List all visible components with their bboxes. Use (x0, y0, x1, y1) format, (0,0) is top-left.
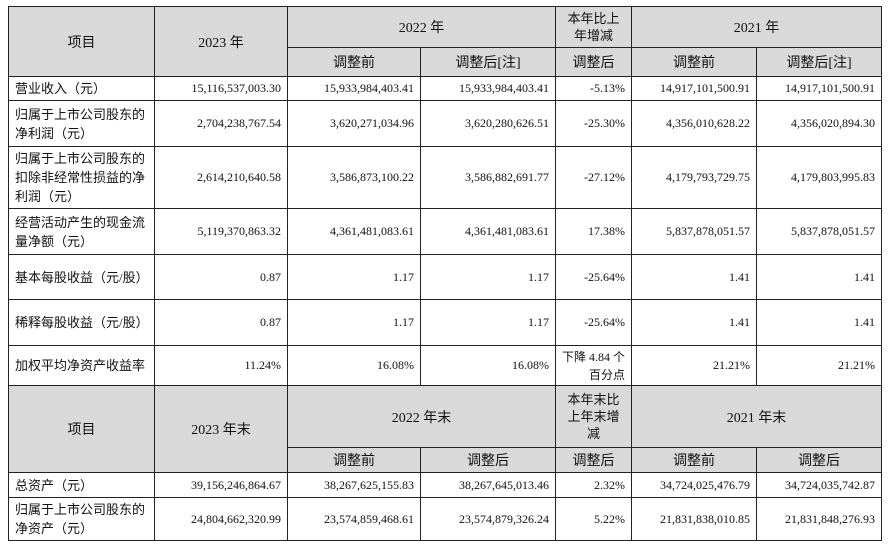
cell-2021-before: 5,837,878,051.57 (631, 208, 757, 255)
cell-2023: 15,116,537,003.30 (154, 76, 288, 101)
cell-2023: 2,704,238,767.54 (154, 100, 288, 147)
header-2023: 2023 年 (154, 6, 288, 77)
cell-2022-before: 38,267,625,155.83 (287, 472, 421, 498)
table-row: 归属于上市公司股东的扣除非经常性损益的净利润（元） 2,614,210,640.… (8, 146, 882, 209)
header-item-2: 项目 (8, 385, 155, 473)
row-label: 加权平均净资产收益率 (8, 345, 155, 386)
cell-change: 5.22% (555, 497, 632, 541)
cell-2021-after: 5,837,878,051.57 (756, 208, 882, 255)
cell-2022-before: 15,933,984,403.41 (287, 76, 421, 101)
row-label: 归属于上市公司股东的净利润（元） (8, 100, 155, 147)
cell-2021-before: 4,179,793,729.75 (631, 146, 757, 209)
cell-2023: 24,804,662,320.99 (154, 497, 288, 541)
cell-2022-after: 15,933,984,403.41 (420, 76, 556, 101)
cell-change: -25.30% (555, 100, 632, 147)
cell-2021-after: 1.41 (756, 254, 882, 300)
header-2022-before: 调整前 (287, 47, 421, 77)
cell-2022-after: 3,586,882,691.77 (420, 146, 556, 209)
cell-2021-before: 21,831,838,010.85 (631, 497, 757, 541)
header-2021-before: 调整前 (631, 47, 757, 77)
cell-2022-after: 23,574,879,326.24 (420, 497, 556, 541)
cell-2023: 0.87 (154, 254, 288, 300)
cell-2023: 2,614,210,640.58 (154, 146, 288, 209)
cell-2022-after: 1.17 (420, 254, 556, 300)
header-2021-end: 2021 年末 (631, 385, 882, 448)
cell-2021-after: 4,356,020,894.30 (756, 100, 882, 147)
cell-2023: 0.87 (154, 299, 288, 346)
header-row-2: 调整前 调整后[注] 调整后 调整前 调整后[注] (9, 47, 882, 77)
cell-change: -5.13% (555, 76, 632, 101)
header-2021-end-after: 调整后 (756, 447, 882, 473)
table-row: 营业收入（元） 15,116,537,003.30 15,933,984,403… (8, 76, 882, 101)
header-row-4: 调整前 调整后 调整后 调整前 调整后 (9, 447, 882, 473)
row-label: 营业收入（元） (8, 76, 155, 101)
cell-change: 2.32% (555, 472, 632, 498)
cell-2021-after: 14,917,101,500.91 (756, 76, 882, 101)
row-label: 基本每股收益（元/股） (8, 254, 155, 300)
cell-2022-after: 3,620,280,626.51 (420, 100, 556, 147)
header-change-end-after: 调整后 (555, 447, 632, 473)
header-item: 项目 (8, 6, 155, 77)
table-row: 总资产（元） 39,156,246,864.67 38,267,625,155.… (8, 472, 882, 498)
cell-2021-before: 21.21% (631, 345, 757, 386)
table-row: 基本每股收益（元/股） 0.87 1.17 1.17 -25.64% 1.41 … (8, 254, 882, 300)
cell-2022-before: 1.17 (287, 299, 421, 346)
cell-2022-before: 23,574,859,468.61 (287, 497, 421, 541)
header-2022-end-before: 调整前 (287, 447, 421, 473)
cell-2021-before: 14,917,101,500.91 (631, 76, 757, 101)
cell-2022-after: 38,267,645,013.46 (420, 472, 556, 498)
header-2022-end-after: 调整后 (420, 447, 556, 473)
row-label: 归属于上市公司股东的净资产（元） (8, 497, 155, 541)
cell-2022-before: 3,620,271,034.96 (287, 100, 421, 147)
table-row: 归属于上市公司股东的净利润（元） 2,704,238,767.54 3,620,… (8, 100, 882, 147)
cell-2021-after: 1.41 (756, 299, 882, 346)
header-change: 本年比上年增减 (555, 6, 632, 48)
row-label: 经营活动产生的现金流量净额（元） (8, 208, 155, 255)
cell-change: -27.12% (555, 146, 632, 209)
cell-2022-after: 1.17 (420, 299, 556, 346)
cell-2022-after: 16.08% (420, 345, 556, 386)
header-change-end: 本年末比上年末增减 (555, 385, 632, 448)
cell-2021-before: 1.41 (631, 254, 757, 300)
table-row: 稀释每股收益（元/股） 0.87 1.17 1.17 -25.64% 1.41 … (8, 299, 882, 346)
cell-2021-before: 1.41 (631, 299, 757, 346)
header-change-after: 调整后 (555, 47, 632, 77)
header-2021-after: 调整后[注] (756, 47, 882, 77)
cell-2023: 5,119,370,863.32 (154, 208, 288, 255)
cell-change: -25.64% (555, 254, 632, 300)
cell-2022-before: 4,361,481,083.61 (287, 208, 421, 255)
table-row: 归属于上市公司股东的净资产（元） 24,804,662,320.99 23,57… (8, 497, 882, 541)
cell-change: -25.64% (555, 299, 632, 346)
financial-summary-table: 项目 2023 年 2022 年 本年比上年增减 2021 年 调整前 调整后[… (8, 6, 882, 541)
header-2021: 2021 年 (631, 6, 882, 48)
cell-2023: 39,156,246,864.67 (154, 472, 288, 498)
cell-2022-before: 16.08% (287, 345, 421, 386)
cell-2021-after: 21.21% (756, 345, 882, 386)
cell-2022-after: 4,361,481,083.61 (420, 208, 556, 255)
row-label: 归属于上市公司股东的扣除非经常性损益的净利润（元） (8, 146, 155, 209)
header-row-1: 项目 2023 年 2022 年 本年比上年增减 2021 年 (8, 6, 882, 77)
cell-2021-before: 34,724,025,476.79 (631, 472, 757, 498)
cell-2021-after: 34,724,035,742.87 (756, 472, 882, 498)
cell-2021-after: 4,179,803,995.83 (756, 146, 882, 209)
header-2021-end-before: 调整前 (631, 447, 757, 473)
header-2022: 2022 年 (287, 6, 556, 48)
cell-2021-before: 4,356,010,628.22 (631, 100, 757, 147)
row-label: 总资产（元） (8, 472, 155, 498)
cell-2023: 11.24% (154, 345, 288, 386)
cell-2022-before: 3,586,873,100.22 (287, 146, 421, 209)
cell-2022-before: 1.17 (287, 254, 421, 300)
row-label: 稀释每股收益（元/股） (8, 299, 155, 346)
cell-change: 下降 4.84 个百分点 (555, 345, 632, 386)
header-2023-end: 2023 年末 (154, 385, 288, 473)
cell-change: 17.38% (555, 208, 632, 255)
header-2022-end: 2022 年末 (287, 385, 556, 448)
header-row-3: 项目 2023 年末 2022 年末 本年末比上年末增减 2021 年末 (8, 385, 882, 473)
header-2022-after: 调整后[注] (420, 47, 556, 77)
table-row: 加权平均净资产收益率 11.24% 16.08% 16.08% 下降 4.84 … (8, 345, 882, 386)
table-row: 经营活动产生的现金流量净额（元） 5,119,370,863.32 4,361,… (8, 208, 882, 255)
cell-2021-after: 21,831,848,276.93 (756, 497, 882, 541)
